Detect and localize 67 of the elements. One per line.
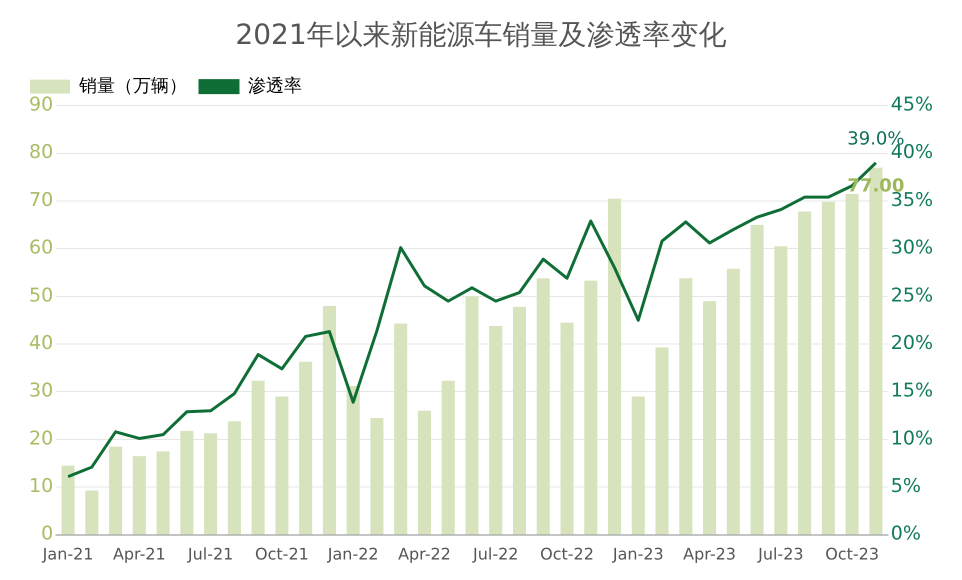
bar <box>322 306 336 534</box>
y-tick-label: 90 <box>28 94 54 116</box>
y-tick-label: 30 <box>28 380 54 402</box>
y-tick-label: 20 <box>28 427 54 450</box>
bar <box>442 380 455 534</box>
bar <box>750 224 764 534</box>
bar <box>204 433 218 534</box>
y2-tick-label: 20% <box>890 332 934 354</box>
x-tick-label: Oct-22 <box>540 544 594 564</box>
bar <box>275 396 288 534</box>
bar <box>560 322 574 534</box>
x-tick-label: Oct-21 <box>254 544 309 564</box>
bar <box>418 410 431 534</box>
bar <box>489 326 502 534</box>
bar <box>228 421 241 534</box>
y2-tick-label: 10% <box>890 427 934 450</box>
bar <box>679 278 692 534</box>
bar <box>632 396 645 534</box>
legend-label: 销量（万辆） <box>78 75 187 96</box>
y-tick-label: 50 <box>28 284 54 306</box>
bar <box>156 451 170 534</box>
bar <box>346 386 360 534</box>
bar <box>798 211 812 534</box>
x-tick-label: Jan-22 <box>326 544 379 564</box>
bar <box>394 324 408 534</box>
bar <box>703 301 716 534</box>
bar <box>846 194 859 534</box>
bar <box>370 418 384 534</box>
bar <box>656 347 669 534</box>
y2-tick-label: 30% <box>890 236 934 259</box>
bar <box>109 446 122 534</box>
bar <box>299 362 312 534</box>
bar <box>132 456 146 534</box>
bar <box>180 430 194 534</box>
bar <box>608 198 622 534</box>
bar <box>62 466 75 534</box>
x-tick-label: Jul-22 <box>472 544 518 564</box>
y2-tick-label: 15% <box>890 380 934 402</box>
x-tick-label: Jul-23 <box>757 544 804 564</box>
bar <box>252 380 265 534</box>
x-tick-label: Apr-23 <box>683 544 736 564</box>
y-tick-label: 80 <box>28 141 54 164</box>
x-tick-label: Jan-23 <box>612 544 664 564</box>
x-tick-label: Apr-22 <box>398 544 451 564</box>
bar <box>536 278 550 534</box>
y2-tick-label: 25% <box>890 284 934 306</box>
x-tick-label: Apr-21 <box>112 544 166 564</box>
y2-tick-label: 45% <box>890 94 934 116</box>
bar <box>584 280 598 534</box>
y-tick-label: 0 <box>41 522 54 545</box>
bar <box>822 202 835 534</box>
bar <box>512 306 526 534</box>
x-tick-label: Jan-21 <box>42 544 94 564</box>
y-tick-label: 60 <box>28 236 54 259</box>
bar <box>774 246 788 534</box>
bar <box>85 490 98 534</box>
x-tick-label: Oct-23 <box>825 544 880 564</box>
legend-label: 渗透率 <box>248 75 302 96</box>
y2-tick-label: 5% <box>890 475 921 498</box>
bar <box>726 268 740 534</box>
y-tick-label: 40 <box>28 332 54 354</box>
x-tick-label: Jul-21 <box>186 544 234 564</box>
y-tick-label: 10 <box>28 475 54 498</box>
chart-title: 2021年以来新能源车销量及渗透率变化 <box>235 18 727 52</box>
bar <box>465 296 479 534</box>
y-tick-label: 70 <box>28 188 54 211</box>
y2-tick-label: 0% <box>890 522 921 545</box>
